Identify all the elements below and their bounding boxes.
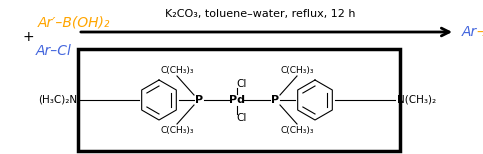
Text: P: P [195,95,203,105]
Text: Cl: Cl [237,79,247,89]
Text: C(CH₃)₃: C(CH₃)₃ [160,126,194,134]
Text: +: + [22,30,34,44]
Text: N(CH₃)₂: N(CH₃)₂ [397,95,436,105]
Text: –Ar′: –Ar′ [476,25,483,39]
Text: P: P [271,95,279,105]
Text: Ar: Ar [462,25,477,39]
Text: Ar′–B(OH)₂: Ar′–B(OH)₂ [38,15,111,29]
Text: Cl: Cl [237,113,247,123]
Bar [78,49,400,151]
Text: C(CH₃)₃: C(CH₃)₃ [160,65,194,75]
Text: C(CH₃)₃: C(CH₃)₃ [280,126,314,134]
Text: Pd: Pd [229,95,245,105]
Text: (H₃C)₂N: (H₃C)₂N [38,95,77,105]
Text: C(CH₃)₃: C(CH₃)₃ [280,65,314,75]
Text: K₂CO₃, toluene–water, reflux, 12 h: K₂CO₃, toluene–water, reflux, 12 h [165,9,355,19]
Text: Ar–Cl: Ar–Cl [36,44,72,58]
